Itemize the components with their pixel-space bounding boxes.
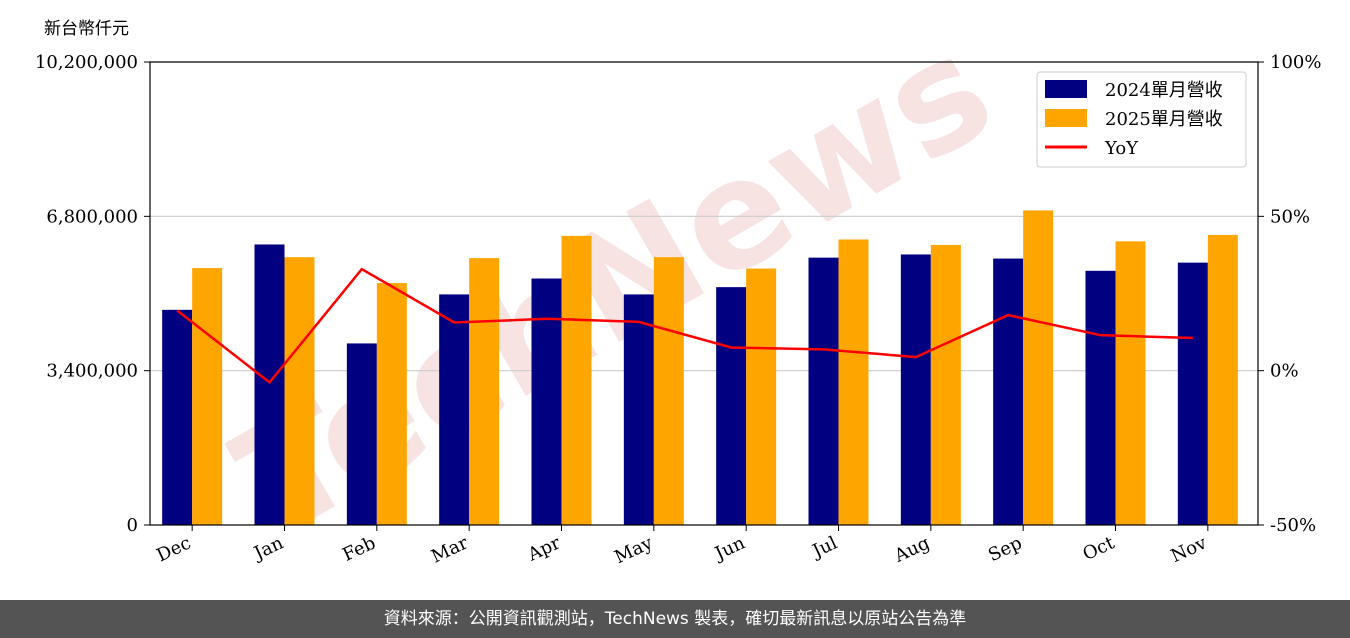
- bar-2025-aug: [930, 244, 961, 525]
- bar-2024-jan: [254, 244, 285, 525]
- x-tick-label: May: [611, 532, 656, 568]
- x-tick-label: Sep: [985, 532, 1025, 566]
- bar-2025-jun: [746, 268, 777, 525]
- legend-swatch-2024: [1045, 80, 1087, 98]
- x-tick-label: Apr: [524, 532, 564, 566]
- x-tick-label: Mar: [428, 532, 471, 567]
- y-right-tick-label: 100%: [1270, 52, 1321, 73]
- bar-2024-may: [623, 294, 654, 525]
- bar-2025-sep: [1023, 210, 1054, 525]
- bar-2024-dec: [162, 309, 193, 525]
- y-left-tick-label: 0: [127, 515, 138, 536]
- x-tick-label: Aug: [890, 532, 933, 567]
- revenue-chart: TechNews 0 3,400,000 6,800,000 10,200,000 -50…: [35, 2, 1322, 570]
- bar-2025-jan: [284, 257, 315, 525]
- y-right-tick-label: 0%: [1270, 361, 1299, 382]
- y-left-tick-label: 6,800,000: [46, 206, 138, 227]
- yoy-line: [176, 267, 1193, 385]
- bar-2024-oct: [1085, 270, 1116, 525]
- bar-2024-jun: [716, 287, 747, 525]
- source-footer: 資料來源：公開資訊觀測站，TechNews 製表，確切最新訊息以原站公告為準: [0, 600, 1350, 638]
- bar-2024-apr: [531, 278, 562, 525]
- bar-2025-dec: [192, 268, 223, 525]
- watermark-text: TechNews: [209, 2, 1019, 570]
- bar-2025-oct: [1115, 241, 1146, 526]
- y-right-tick-label: -50%: [1270, 515, 1316, 536]
- legend-label: YoY: [1104, 138, 1139, 159]
- x-tick-label: Jul: [808, 532, 841, 562]
- bar-2024-aug: [900, 254, 931, 525]
- bar-2024-sep: [993, 258, 1024, 525]
- y-left-tick-label: 10,200,000: [35, 52, 138, 73]
- legend-label: 2025單月營收: [1105, 109, 1223, 130]
- y-left-tick-label: 3,400,000: [46, 361, 138, 382]
- x-tick-label: Nov: [1168, 532, 1211, 567]
- bar-2025-feb: [376, 283, 407, 525]
- plot-frame: [149, 61, 1259, 526]
- x-tick-label: Jun: [710, 532, 749, 565]
- x-tick-label: Dec: [154, 532, 195, 566]
- bar-2024-nov: [1177, 262, 1208, 525]
- bar-2025-apr: [561, 235, 592, 525]
- x-tick-label: Oct: [1080, 532, 1119, 565]
- bar-2024-mar: [439, 294, 470, 525]
- y-axis-unit-label: 新台幣仟元: [44, 19, 129, 39]
- y-right-tick-label: 50%: [1270, 206, 1310, 227]
- legend-box: [1036, 71, 1247, 168]
- bar-2025-may: [653, 257, 684, 525]
- bar-2024-feb: [346, 343, 377, 525]
- bar-2024-jul: [808, 257, 839, 525]
- legend-swatch-2025: [1045, 109, 1087, 127]
- bar-2025-mar: [469, 258, 500, 525]
- bar-2025-nov: [1207, 234, 1238, 525]
- bar-2025-jul: [838, 239, 869, 525]
- legend-label: 2024單月營收: [1105, 80, 1223, 101]
